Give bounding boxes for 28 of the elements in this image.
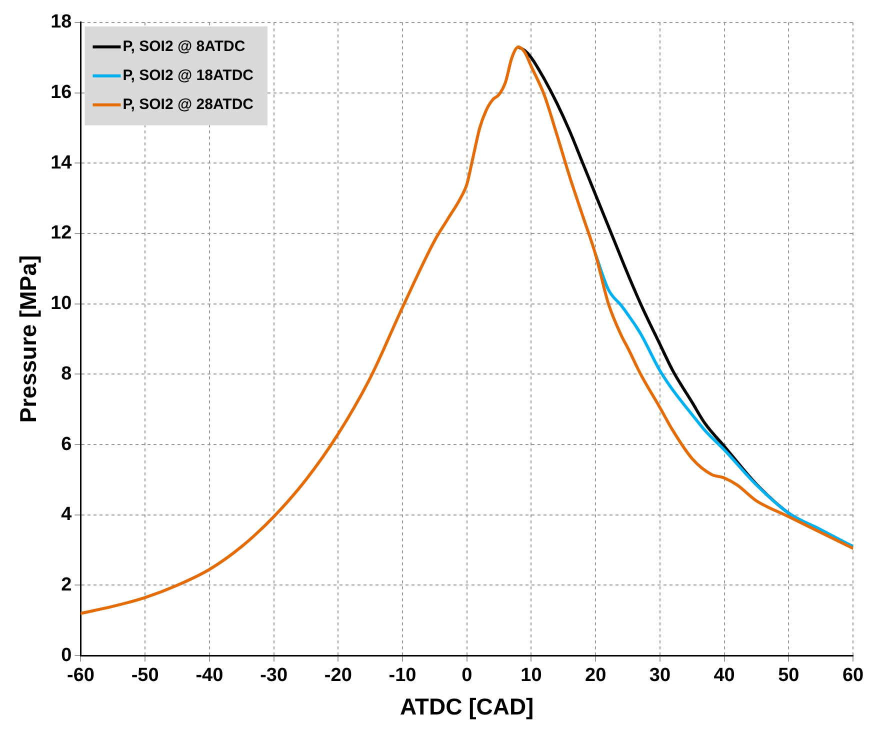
y-tick-label: 16 (50, 82, 72, 103)
y-tick-label: 4 (61, 504, 72, 526)
x-tick-label: -20 (324, 665, 352, 686)
y-tick-label: 12 (50, 222, 72, 244)
x-tick-label: -40 (196, 665, 224, 686)
x-tick-label: 20 (585, 665, 606, 686)
legend-label: P, SOI2 @ 8ATDC (122, 38, 246, 56)
y-tick-label: 0 (61, 644, 72, 666)
y-tick-label: 14 (50, 152, 72, 174)
x-tick-label: -50 (131, 665, 159, 686)
x-tick-label: 60 (842, 665, 864, 686)
x-tick-label: -30 (260, 665, 288, 686)
y-tick-label: 10 (50, 293, 72, 314)
y-axis-title: Pressure [MPa] (15, 255, 42, 423)
x-axis-title: ATDC [CAD] (400, 694, 534, 720)
y-tick-label: 6 (61, 434, 72, 455)
x-tick-label: -10 (388, 665, 416, 686)
y-tick-label: 2 (61, 574, 72, 596)
legend-label: P, SOI2 @ 28ATDC (122, 96, 254, 114)
x-tick-label: 10 (520, 665, 542, 686)
x-tick-label: 0 (462, 665, 472, 686)
y-tick-label: 8 (61, 363, 72, 384)
x-tick-label: 50 (778, 665, 800, 686)
y-tick-label: 18 (50, 12, 72, 33)
legend-label: P, SOI2 @ 18ATDC (122, 67, 254, 84)
x-tick-label: 40 (714, 665, 735, 686)
x-tick-label: -60 (67, 665, 94, 686)
x-tick-label: 30 (649, 665, 671, 686)
